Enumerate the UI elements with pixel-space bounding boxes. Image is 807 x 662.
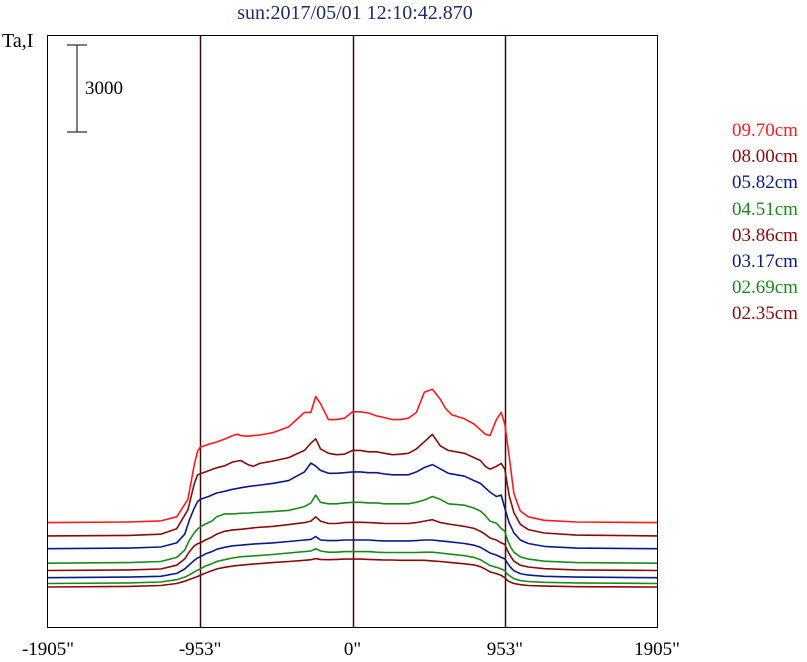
x-tick-label-0: -1905" — [22, 639, 74, 660]
legend-entry-0: 09.70cm — [732, 120, 798, 141]
legend-entry-2: 05.82cm — [732, 172, 798, 194]
y-axis-label: Ta,I — [2, 30, 34, 52]
legend-entry-5: 03.17cm — [732, 251, 798, 273]
chart-title: sun:2017/05/01 12:10:42.870 — [237, 2, 473, 24]
legend-entry-3: 04.51cm — [732, 198, 798, 220]
x-tick-label-3: 953" — [487, 639, 523, 660]
scale-bar: 3000 — [67, 44, 123, 133]
series-line-6 — [47, 547, 658, 585]
legend-entry-4: 03.86cm — [732, 224, 798, 246]
series-line-0 — [47, 388, 658, 524]
legend-entry-6: 02.69cm — [732, 277, 798, 299]
x-tick-labels: -1905" -953" 0" 953" 1905" — [22, 639, 680, 660]
scale-bar-label: 3000 — [85, 78, 123, 99]
series-line-2 — [47, 462, 658, 550]
x-tick-label-2: 0" — [344, 639, 361, 660]
x-tick-label-1: -953" — [179, 639, 222, 660]
plot-frame — [47, 35, 658, 628]
series-layer — [47, 388, 658, 588]
series-line-5 — [47, 535, 658, 579]
series-line-7 — [47, 557, 658, 588]
legend: 09.70cm 08.00cm 05.82cm 04.51cm 03.86cm 03.17… — [732, 118, 798, 328]
legend-entry-1: 08.00cm — [732, 146, 798, 168]
legend-entry-7: 02.35cm — [732, 303, 798, 325]
series-line-4 — [47, 515, 658, 572]
series-line-1 — [47, 433, 658, 537]
x-tick-label-4: 1905" — [634, 639, 680, 660]
limb-markers — [199, 36, 507, 627]
series-line-3 — [47, 494, 658, 564]
